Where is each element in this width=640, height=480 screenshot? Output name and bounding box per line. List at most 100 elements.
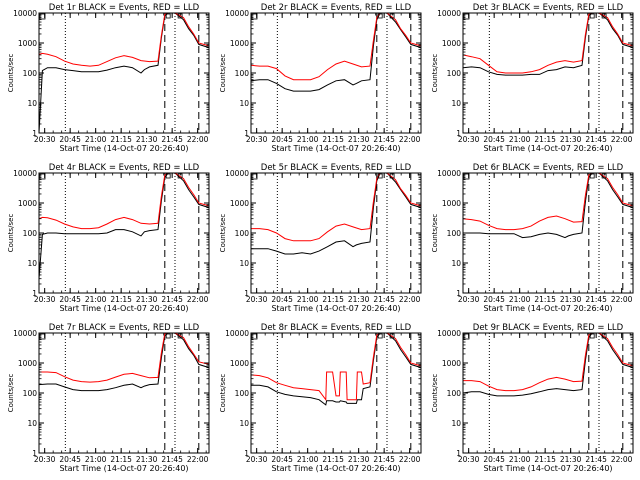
chart-panel-7: Det 7r BLACK = Events, RED = LLD 1 10 100 10… xyxy=(7,323,210,473)
x-tick-label: 21:30 xyxy=(136,135,158,144)
chart-panel-2: Det 2r BLACK = Events, RED = LLD 1 10 100 10… xyxy=(219,3,422,153)
x-tick-label: 20:30 xyxy=(34,135,56,144)
y-axis-label: Counts/sec xyxy=(219,54,227,93)
chart-title: Det 4r BLACK = Events, RED = LLD xyxy=(49,163,200,173)
saturation-marker xyxy=(601,333,607,339)
y-tick-label: 100 xyxy=(447,389,462,398)
x-tick-label: 21:45 xyxy=(161,295,183,304)
y-tick-label: 10 xyxy=(451,419,461,428)
x-tick-label: 20:45 xyxy=(271,295,293,304)
x-tick-label: 21:15 xyxy=(110,455,132,464)
events-series-line xyxy=(462,12,634,76)
x-tick-label: 21:15 xyxy=(110,135,132,144)
y-tick-label: 1 xyxy=(32,129,37,138)
y-tick-label: 10 xyxy=(239,419,249,428)
y-tick-label: 10 xyxy=(27,99,37,108)
chart-title: Det 3r BLACK = Events, RED = LLD xyxy=(473,3,624,13)
x-tick-label: 20:45 xyxy=(483,455,505,464)
plot-frame xyxy=(462,332,634,454)
y-tick-label: 1 xyxy=(244,129,249,138)
y-tick-label: 100 xyxy=(23,389,38,398)
x-tick-label: 21:15 xyxy=(534,135,556,144)
x-tick-label: 21:00 xyxy=(509,295,531,304)
saturation-marker xyxy=(377,173,383,179)
x-tick-label: 21:00 xyxy=(297,455,319,464)
x-tick-label: 22:00 xyxy=(399,295,421,304)
x-tick-label: 21:30 xyxy=(136,455,158,464)
y-tick-label: 10000 xyxy=(225,169,249,178)
x-axis-label: Start Time (14-Oct-07 20:26:40) xyxy=(271,304,400,313)
x-tick-label: 21:15 xyxy=(110,295,132,304)
y-tick-label: 1000 xyxy=(18,39,37,48)
saturation-marker xyxy=(377,13,383,19)
lld-series-line xyxy=(463,332,634,392)
y-tick-label: 1 xyxy=(456,449,461,458)
chart-title: Det 8r BLACK = Events, RED = LLD xyxy=(261,323,412,333)
x-tick-label: 21:45 xyxy=(585,295,607,304)
x-tick-label: 20:30 xyxy=(246,135,268,144)
chart-panel-5: Det 5r BLACK = Events, RED = LLD 1 10 100 10… xyxy=(219,163,422,313)
x-tick-label: 20:30 xyxy=(246,455,268,464)
x-tick-label: 22:00 xyxy=(611,455,633,464)
y-tick-label: 100 xyxy=(235,229,250,238)
x-axis-label: Start Time (14-Oct-07 20:26:40) xyxy=(59,304,188,313)
x-tick-label: 20:30 xyxy=(458,455,480,464)
saturation-marker xyxy=(589,13,595,19)
lld-series-line xyxy=(39,332,210,383)
chart-panel-6: Det 6r BLACK = Events, RED = LLD 1 10 100 10… xyxy=(431,163,634,313)
x-axis-label: Start Time (14-Oct-07 20:26:40) xyxy=(483,304,612,313)
x-tick-label: 21:15 xyxy=(322,455,344,464)
x-tick-label: 21:15 xyxy=(322,135,344,144)
y-tick-label: 10 xyxy=(451,99,461,108)
lld-series-line xyxy=(462,172,634,231)
x-tick-label: 22:00 xyxy=(399,135,421,144)
y-tick-label: 10 xyxy=(239,99,249,108)
y-tick-label: 10000 xyxy=(437,9,461,18)
chart-title: Det 2r BLACK = Events, RED = LLD xyxy=(261,3,412,13)
y-axis-label: Counts/sec xyxy=(219,374,227,413)
x-tick-label: 21:30 xyxy=(348,135,370,144)
x-tick-label: 20:45 xyxy=(59,135,81,144)
x-tick-label: 20:45 xyxy=(483,135,505,144)
x-tick-label: 22:00 xyxy=(187,295,209,304)
plot-frame xyxy=(462,12,634,134)
events-series-line xyxy=(251,172,422,255)
chart-panel-4: Det 4r BLACK = Events, RED = LLD 1 10 100 10… xyxy=(7,163,210,313)
chart-title: Det 6r BLACK = Events, RED = LLD xyxy=(473,163,624,173)
lld-series-line xyxy=(38,12,210,67)
events-series-line xyxy=(463,172,634,239)
saturation-marker xyxy=(165,173,171,179)
y-tick-label: 10000 xyxy=(13,9,37,18)
y-axis-label: Counts/sec xyxy=(431,54,439,93)
y-tick-label: 10000 xyxy=(225,329,249,338)
x-tick-label: 21:45 xyxy=(161,455,183,464)
x-tick-label: 20:30 xyxy=(458,135,480,144)
y-tick-label: 1 xyxy=(244,449,249,458)
chart-panel-8: Det 8r BLACK = Events, RED = LLD 1 10 100 10… xyxy=(219,323,422,473)
y-axis-label: Counts/sec xyxy=(219,214,227,253)
x-tick-label: 22:00 xyxy=(611,295,633,304)
x-tick-label: 21:15 xyxy=(534,295,556,304)
y-tick-label: 1 xyxy=(244,289,249,298)
y-tick-label: 1000 xyxy=(230,199,249,208)
y-tick-label: 1 xyxy=(32,449,37,458)
y-tick-label: 100 xyxy=(235,389,250,398)
events-series-line xyxy=(38,332,210,392)
x-tick-label: 21:45 xyxy=(161,135,183,144)
saturation-marker xyxy=(389,173,395,179)
y-axis-label: Counts/sec xyxy=(7,374,15,413)
events-series-line xyxy=(462,332,634,397)
x-axis-label: Start Time (14-Oct-07 20:26:40) xyxy=(483,144,612,153)
y-axis-label: Counts/sec xyxy=(431,374,439,413)
x-tick-label: 20:30 xyxy=(34,295,56,304)
x-tick-label: 21:45 xyxy=(373,295,395,304)
y-tick-label: 1000 xyxy=(442,359,461,368)
y-axis-label: Counts/sec xyxy=(7,54,15,93)
events-series-line xyxy=(38,12,210,134)
plot-frame xyxy=(38,332,210,454)
y-tick-label: 1 xyxy=(32,289,37,298)
x-tick-label: 21:45 xyxy=(373,135,395,144)
y-tick-label: 1000 xyxy=(442,199,461,208)
x-tick-label: 21:30 xyxy=(560,455,582,464)
